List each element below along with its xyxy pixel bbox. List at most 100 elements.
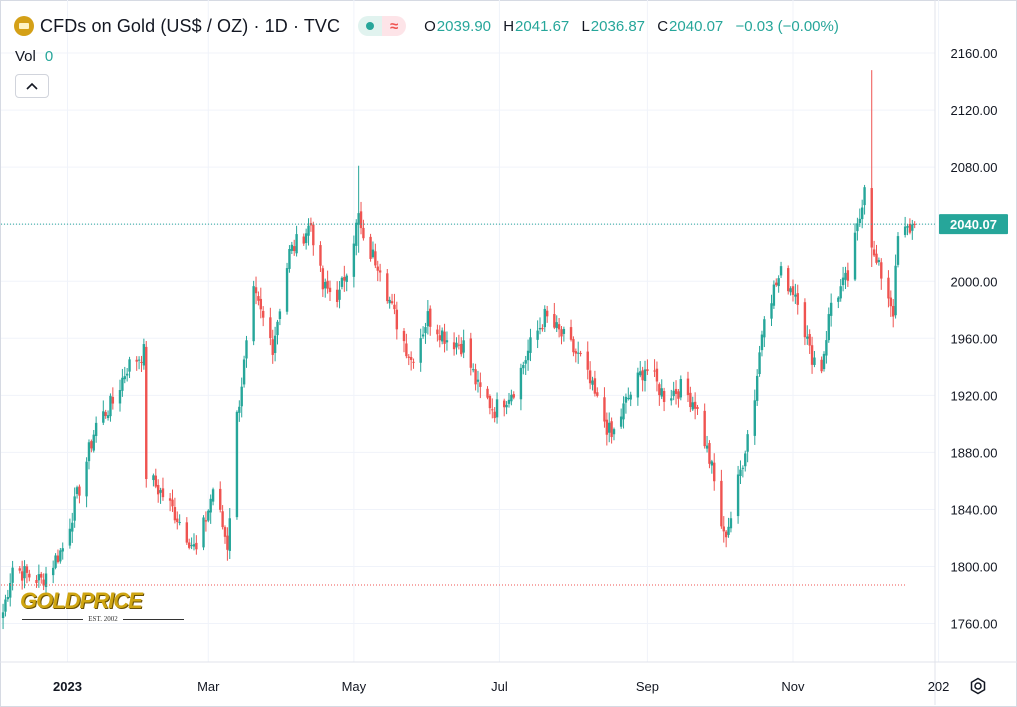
candle-body <box>429 308 432 327</box>
candle-body <box>269 317 272 339</box>
candle-body <box>278 311 282 319</box>
candle-body <box>574 351 578 354</box>
candle-body <box>476 379 480 382</box>
candle-body <box>839 286 842 299</box>
candle-body <box>622 403 625 420</box>
candle-body <box>352 243 356 277</box>
x-tick-label: Mar <box>197 679 220 694</box>
candle-body <box>402 330 406 342</box>
candle-body <box>324 281 327 289</box>
candle-body <box>572 339 575 353</box>
candle-body <box>426 311 430 327</box>
candle-body <box>226 535 229 550</box>
candle-body <box>252 286 255 342</box>
candle-body <box>507 399 511 404</box>
candle-body <box>722 526 725 532</box>
candle-body <box>209 498 212 513</box>
candle-body <box>452 342 456 350</box>
candle-body <box>474 369 477 385</box>
candle-body <box>11 567 14 583</box>
candle-body <box>591 380 594 385</box>
candle-body <box>345 275 348 282</box>
candle-body <box>672 390 675 397</box>
candle-body <box>355 222 358 246</box>
candle-body <box>238 406 241 413</box>
candle-body <box>192 544 196 547</box>
candle-body <box>505 404 508 408</box>
change-value: −0.03 (−0.00%) <box>735 17 839 35</box>
volume-legend: Vol 0 <box>15 48 53 65</box>
candle-body <box>195 542 198 550</box>
wave-icon[interactable]: ≈ <box>382 16 407 36</box>
candle-body <box>641 370 644 381</box>
ohlc-values: O2039.90 H2041.67 L2036.87 C2040.07 −0.0… <box>424 18 847 35</box>
candle-body <box>407 356 410 358</box>
candle-body <box>913 223 916 225</box>
candle-body <box>359 211 363 229</box>
candle-body <box>791 286 795 295</box>
candle-body <box>889 297 893 307</box>
candle-body <box>159 490 162 493</box>
candle-body <box>23 566 26 579</box>
candle-body <box>710 461 714 466</box>
candle-body <box>872 249 876 256</box>
candle-body <box>894 265 897 316</box>
open-label: O <box>424 17 436 35</box>
candle-body <box>326 280 329 289</box>
candle-body <box>853 232 857 280</box>
dot-icon[interactable] <box>358 16 383 36</box>
candle-body <box>469 338 473 368</box>
y-tick-label: 1760.00 <box>951 617 998 632</box>
candle-body <box>596 392 599 396</box>
candle-body <box>59 550 62 562</box>
candle-body <box>674 388 678 394</box>
candle-body <box>829 302 833 316</box>
candle-body <box>693 401 697 409</box>
gold-bars-icon[interactable] <box>14 16 34 36</box>
candle-body <box>35 580 38 584</box>
candle-body <box>40 573 43 578</box>
candle-body <box>44 573 48 588</box>
candle-body <box>273 335 277 354</box>
candle-body <box>25 566 29 573</box>
candle-body <box>741 467 745 469</box>
candle-body <box>271 339 274 355</box>
candle-body <box>118 389 122 404</box>
candle-body <box>471 369 475 371</box>
gear-icon[interactable] <box>968 676 988 696</box>
symbol-title[interactable]: CFDs on Gold (US$ / OZ) · 1D · TVC <box>40 15 341 36</box>
candle-body <box>173 507 177 521</box>
candle-body <box>457 344 461 346</box>
candle-body <box>109 395 112 417</box>
indicator-pill[interactable]: ≈ <box>358 16 407 36</box>
candle-body <box>261 310 265 318</box>
candle-body <box>42 579 45 586</box>
candle-body <box>302 236 305 244</box>
candle-body <box>903 226 907 235</box>
candle-body <box>111 396 115 404</box>
candle-body <box>560 329 563 337</box>
candle-body <box>340 277 344 287</box>
candle-body <box>440 330 444 342</box>
candle-body <box>739 469 742 476</box>
candle-body <box>240 386 243 407</box>
candle-body <box>875 253 878 263</box>
candle-body <box>245 340 248 359</box>
candle-body <box>92 434 95 451</box>
candle-body <box>390 301 394 304</box>
candle-body <box>729 518 733 529</box>
candle-body <box>810 345 814 365</box>
candle-body <box>154 475 157 487</box>
candle-body <box>412 361 415 363</box>
candle-body <box>510 394 513 402</box>
collapse-legend-button[interactable] <box>15 74 49 98</box>
candle-body <box>393 304 396 310</box>
candle-body <box>312 224 315 246</box>
volume-value: 0 <box>44 48 54 65</box>
candle-body <box>73 496 76 521</box>
candle-body <box>763 319 766 338</box>
y-tick-label: 2000.00 <box>951 274 998 289</box>
candle-body <box>102 411 105 423</box>
candle-body <box>588 370 592 384</box>
